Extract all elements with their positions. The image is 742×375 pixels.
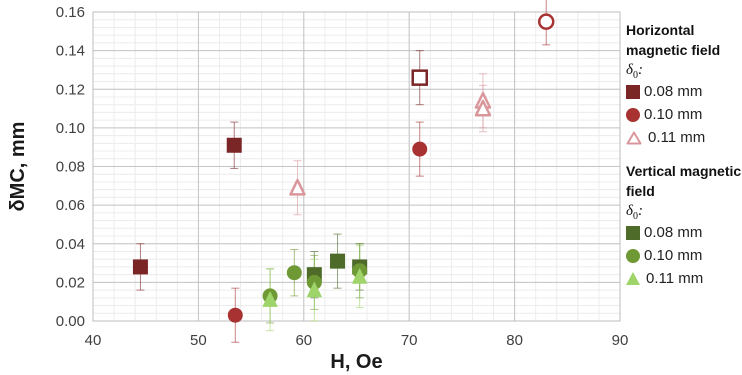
y-tick-label: 0.02 [56, 274, 85, 291]
triangle-point [306, 281, 322, 298]
legend-item-horizontal-008: 0.08 mm [626, 80, 742, 103]
circle-point [227, 307, 243, 323]
legend-label: 0.10 mm [644, 106, 703, 123]
legend-triangle-marker [626, 131, 642, 145]
y-tick-label: 0.08 [56, 159, 85, 176]
triangle-point [289, 178, 306, 196]
circle-point [412, 141, 428, 157]
y-tick-label: 0.16 [56, 4, 85, 21]
legend-item-vertical-008: 0.08 mm [626, 221, 742, 244]
x-tick-label: 40 [85, 332, 102, 349]
legend: Horizontal magnetic field δ0: 0.08 mm 0.… [626, 20, 742, 290]
square-point [330, 253, 346, 269]
x-tick-label: 70 [401, 332, 418, 349]
legend-label: 0.11 mm [646, 270, 704, 287]
triangle-point [352, 268, 368, 284]
y-tick-label: 0.00 [56, 313, 85, 330]
legend-label: 0.08 mm [644, 224, 703, 241]
x-tick-label: 50 [190, 332, 207, 349]
legend-label: 0.08 mm [644, 83, 703, 100]
legend-item-horizontal-010: 0.10 mm [626, 103, 742, 126]
hollow-triangle-icon [626, 131, 642, 144]
circle-point [286, 265, 302, 281]
triangle-point [474, 99, 492, 117]
plot-frame [92, 11, 621, 322]
legend-square-marker [626, 225, 640, 240]
y-tick-label: 0.12 [56, 81, 85, 98]
legend-label: 0.10 mm [644, 247, 703, 264]
y-axis-title: δMC, mm [7, 122, 29, 212]
legend-group-subtitle-vertical: δ0: [626, 203, 643, 222]
legend-square-marker [626, 84, 640, 99]
square-point [411, 69, 428, 86]
x-axis-title: H, Oe [330, 351, 382, 373]
legend-group-title-horizontal: Horizontal magnetic field [626, 22, 721, 58]
legend-triangle-marker [626, 272, 640, 285]
y-tick-label: 0.04 [56, 236, 85, 253]
y-tick-label: 0.10 [56, 120, 85, 137]
x-tick-label: 60 [295, 332, 312, 349]
legend-item-vertical-010: 0.10 mm [626, 244, 742, 267]
x-tick-label: 90 [612, 332, 629, 349]
x-tick-label: 80 [506, 332, 523, 349]
legend-group-subtitle-horizontal: δ0: [626, 62, 643, 81]
legend-item-vertical-011: 0.11 mm [626, 267, 742, 290]
legend-item-horizontal-011: 0.11 mm [626, 126, 742, 149]
legend-group-title-vertical: Vertical magnetic field [626, 163, 742, 199]
square-point [132, 259, 148, 275]
triangle-point [262, 291, 278, 307]
square-point [226, 137, 242, 153]
y-tick-label: 0.06 [56, 197, 85, 214]
legend-label: 0.11 mm [648, 129, 706, 146]
legend-circle-marker [626, 248, 640, 263]
y-tick-label: 0.14 [56, 43, 85, 60]
legend-circle-marker [626, 107, 640, 122]
circle-point [537, 13, 555, 30]
